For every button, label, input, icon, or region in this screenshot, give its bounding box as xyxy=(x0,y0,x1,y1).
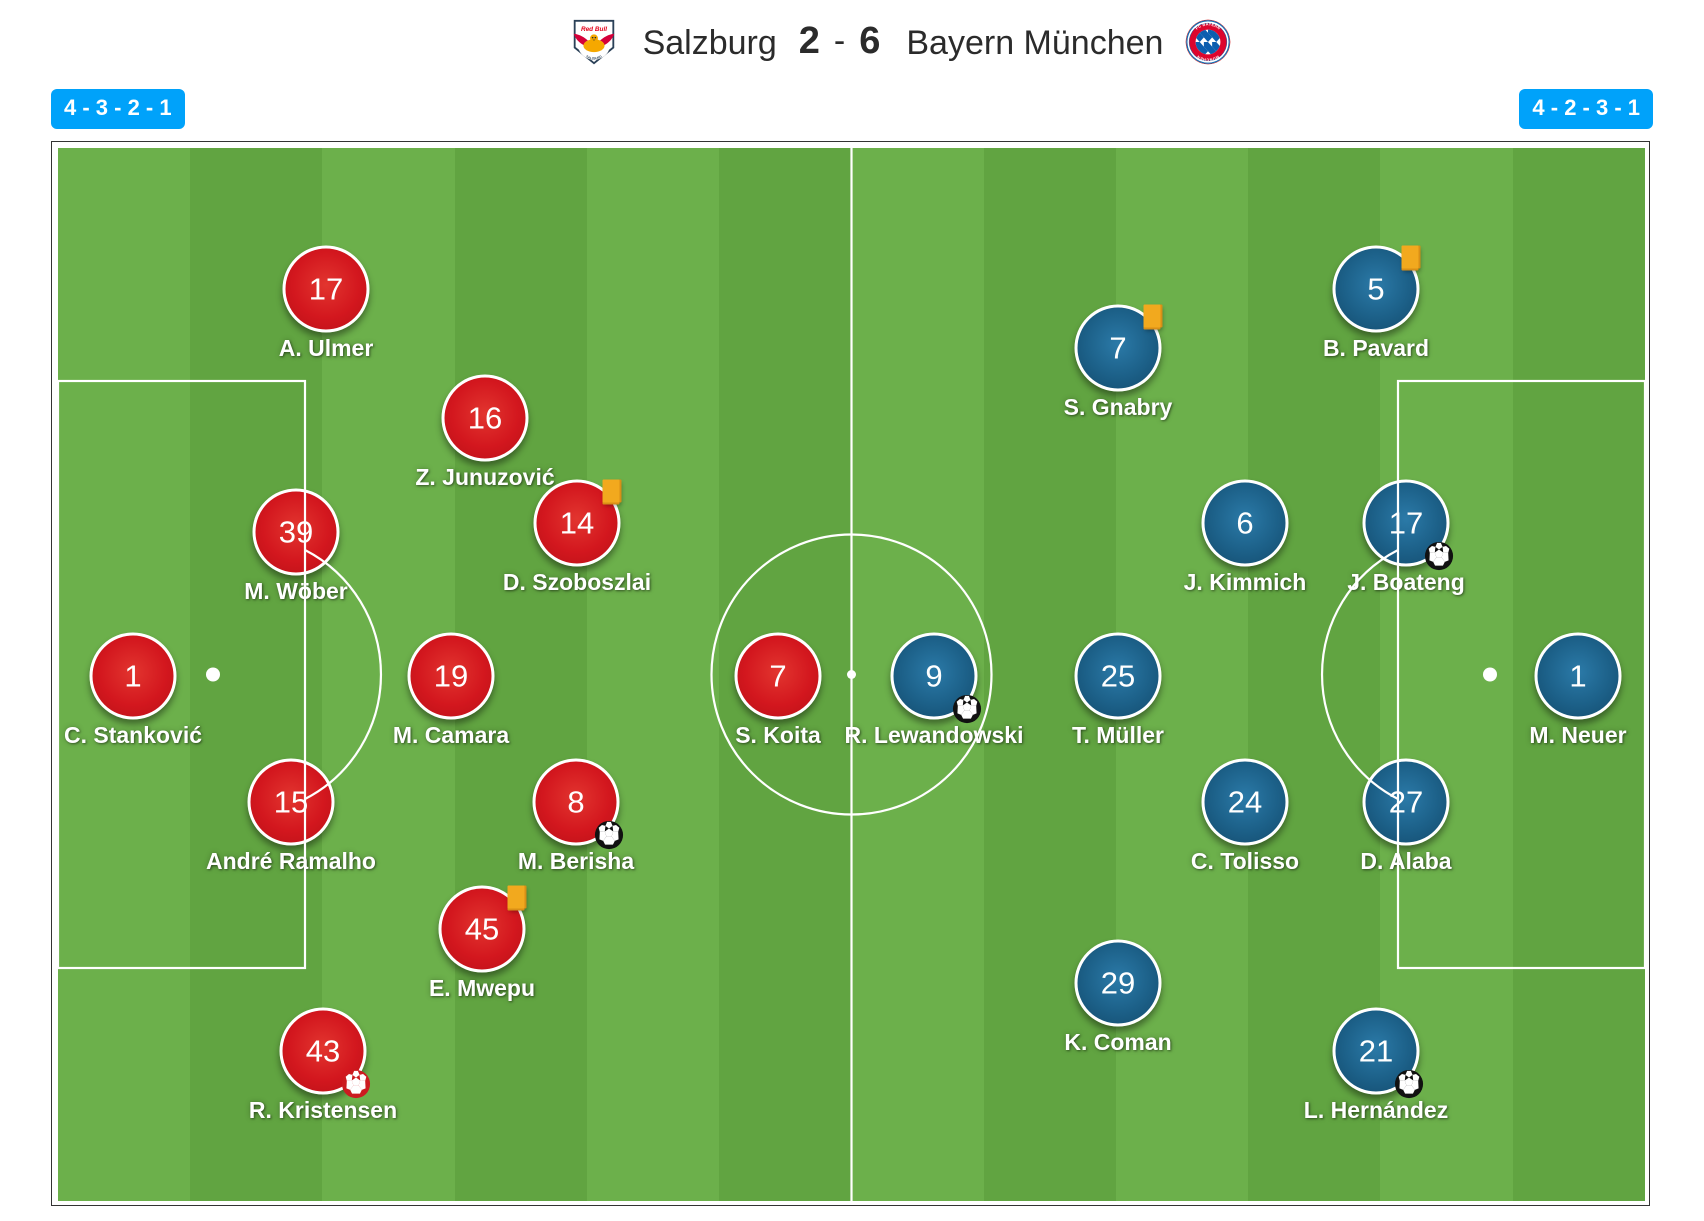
svg-text:Red Bull: Red Bull xyxy=(581,25,607,32)
